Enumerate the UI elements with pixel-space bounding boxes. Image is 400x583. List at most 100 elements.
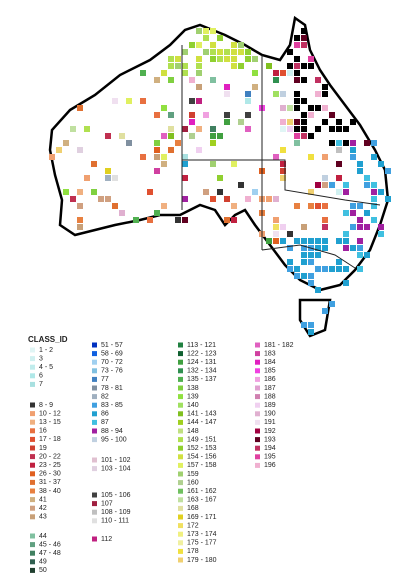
legend-label: 78 - 81 — [101, 385, 123, 392]
map-cell — [238, 119, 244, 125]
map-cell — [273, 70, 279, 76]
legend-label: 168 — [187, 505, 199, 512]
map-cell — [56, 147, 62, 153]
map-cell — [350, 147, 356, 153]
legend-label: 10 - 12 — [39, 410, 61, 417]
map-cell — [245, 196, 251, 202]
map-cell — [364, 252, 370, 258]
map-cell — [203, 28, 209, 34]
map-cell — [84, 175, 90, 181]
map-cell — [371, 140, 377, 146]
legend-swatch — [92, 466, 97, 472]
map-cell — [308, 252, 314, 258]
map-cell — [196, 70, 202, 76]
map-cell — [350, 140, 356, 146]
map-cell — [336, 147, 342, 153]
map-cell — [343, 231, 349, 237]
legend-swatch — [178, 514, 183, 520]
map-cell — [294, 35, 300, 41]
legend-label: 178 — [187, 548, 199, 555]
map-cell — [315, 238, 321, 244]
map-cell — [301, 42, 307, 48]
legend-label: 86 — [101, 411, 109, 418]
map-cell — [231, 203, 237, 209]
map-cell — [294, 105, 300, 111]
map-cell — [217, 35, 223, 41]
legend-label: 152 - 153 — [187, 445, 217, 452]
legend-swatch — [92, 411, 97, 417]
legend-label: 88 - 94 — [101, 428, 123, 435]
map-cell — [350, 154, 356, 160]
map-cell — [168, 112, 174, 118]
border-line — [262, 159, 381, 206]
map-cell — [126, 98, 132, 104]
map-cell — [182, 161, 188, 167]
map-cell — [112, 203, 118, 209]
legend-label: 13 - 15 — [39, 419, 61, 426]
map-cell — [287, 119, 293, 125]
map-cell — [175, 140, 181, 146]
legend-label: 49 — [39, 559, 47, 566]
map-cell — [315, 203, 321, 209]
map-cell — [266, 238, 272, 244]
map-cell — [308, 56, 314, 62]
map-cell — [196, 84, 202, 90]
map-cell — [308, 63, 314, 69]
legend-label: 8 - 9 — [39, 402, 53, 409]
map-cell — [378, 161, 384, 167]
map-cell — [385, 168, 391, 174]
legend-label: 175 - 177 — [187, 540, 217, 547]
map-cell — [294, 119, 300, 125]
map-cell — [280, 168, 286, 174]
legend-swatch — [92, 492, 97, 498]
legend-label: 141 - 143 — [187, 411, 217, 418]
legend-label: 148 — [187, 428, 199, 435]
legend-label: 149 - 151 — [187, 436, 217, 443]
map-cell — [322, 245, 328, 251]
map-cell — [294, 56, 300, 62]
legend-swatch — [30, 373, 35, 379]
legend-label: 184 — [264, 359, 276, 366]
map-cell — [350, 203, 356, 209]
legend-label: 183 — [264, 350, 276, 357]
map-cell — [315, 182, 321, 188]
map-cell — [231, 217, 237, 223]
map-cell — [196, 126, 202, 132]
legend-swatch — [30, 381, 35, 387]
map-cell — [77, 217, 83, 223]
legend-label: 20 - 22 — [39, 453, 61, 460]
map-cell — [189, 98, 195, 104]
map-cell — [245, 112, 251, 118]
legend-label: 140 — [187, 402, 199, 409]
map-cell — [336, 189, 342, 195]
map-cell — [217, 49, 223, 55]
map-cell — [294, 203, 300, 209]
map-cell — [252, 84, 258, 90]
map-cell — [357, 217, 363, 223]
map-cell — [273, 154, 279, 160]
map-cell — [175, 56, 181, 62]
map-cell — [308, 273, 314, 279]
map-cell — [294, 77, 300, 83]
legend-label: 159 — [187, 471, 199, 478]
map-cell — [112, 98, 118, 104]
map-cell — [343, 245, 349, 251]
legend-label: 7 — [39, 381, 43, 388]
map-cell — [357, 168, 363, 174]
map-cell — [294, 273, 300, 279]
map-cell — [224, 91, 230, 97]
map-cell — [210, 56, 216, 62]
map-cell — [224, 56, 230, 62]
legend-label: 105 - 106 — [101, 492, 131, 499]
map-cell — [371, 154, 377, 160]
map-cell — [252, 56, 258, 62]
map-cell — [280, 224, 286, 230]
map-cell — [84, 126, 90, 132]
map-cell — [70, 196, 76, 202]
legend-label: 179 - 180 — [187, 557, 217, 564]
legend-swatch — [178, 368, 183, 374]
map-cell — [273, 91, 279, 97]
map-cell — [161, 105, 167, 111]
legend-swatch — [30, 411, 35, 417]
map-cell — [301, 63, 307, 69]
